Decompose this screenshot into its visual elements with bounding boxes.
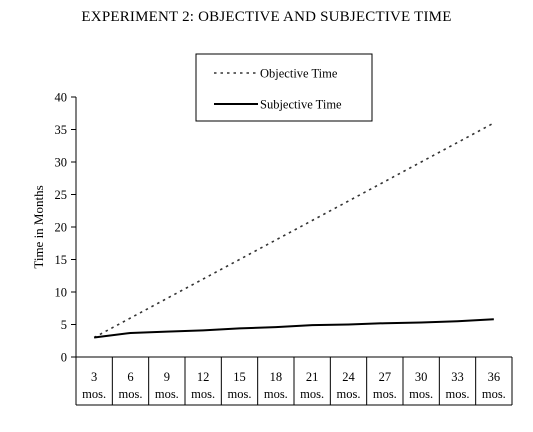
x-tick-label: 9 [164,370,170,384]
x-tick-label: 15 [233,370,246,384]
x-tick-label: 18 [270,370,283,384]
y-tick-label: 15 [55,253,68,267]
x-tick-unit: mos. [264,387,288,401]
x-tick-label: 21 [306,370,319,384]
x-tick-label: 27 [379,370,392,384]
x-tick-unit: mos. [482,387,506,401]
x-tick-unit: mos. [337,387,361,401]
chart-title: EXPERIMENT 2: OBJECTIVE AND SUBJECTIVE T… [81,9,452,25]
x-tick-label: 33 [451,370,464,384]
x-tick-label: 36 [488,370,501,384]
x-tick-unit: mos. [300,387,324,401]
x-tick-label: 3 [91,370,97,384]
series-lines [93,122,495,339]
legend-label-objective: Objective Time [260,67,338,81]
y-tick-label: 20 [55,221,68,235]
x-axis: 3 mos. 6 mos. 9 mos. 12 mos. 15 mos. 18 mos. 21 mos. 2… [82,370,506,401]
x-tick-label: 6 [127,370,133,384]
series-line-objective [93,122,495,339]
y-tick-label: 10 [55,286,68,300]
legend-box [195,53,373,122]
legend: Objective Time Subjective Time [195,53,373,122]
x-tick-unit: mos. [446,387,470,401]
x-tick-unit: mos. [82,387,106,401]
y-tick-label: 40 [55,91,68,105]
x-tick-unit: mos. [155,387,179,401]
x-tick-label: 30 [415,370,428,384]
y-tick-label: 25 [55,188,68,202]
x-tick-label: 24 [342,370,355,384]
legend-label-subjective: Subjective Time [260,98,342,112]
y-tick-label: 5 [61,318,67,332]
y-axis-label: Time in Months [31,185,46,268]
chart-frame [75,97,513,406]
x-tick-unit: mos. [119,387,143,401]
y-tick-label: 30 [55,156,68,170]
x-tick-unit: mos. [409,387,433,401]
x-tick-label: 12 [197,370,210,384]
y-tick-label: 35 [55,123,68,137]
y-tick-label: 0 [61,351,67,365]
x-tick-unit: mos. [373,387,397,401]
x-tick-unit: mos. [228,387,252,401]
x-tick-unit: mos. [191,387,215,401]
y-axis: 0 5 10 15 20 25 30 35 40 [55,91,76,365]
series-line-subjective [94,318,494,339]
